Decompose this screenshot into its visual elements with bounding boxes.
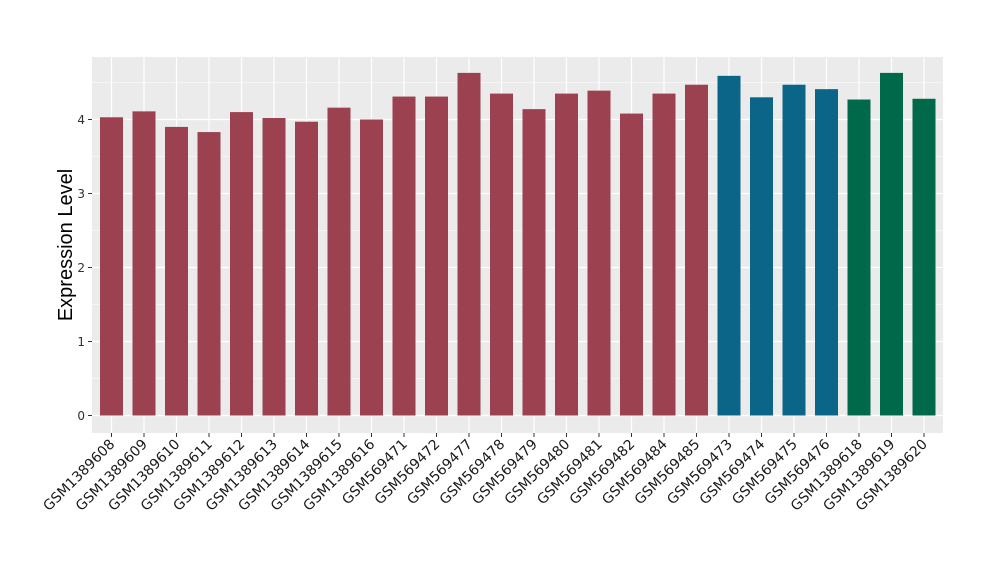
y-axis-title: Expression Level bbox=[55, 169, 77, 321]
bar-GSM569474 bbox=[750, 97, 773, 416]
bar-GSM569480 bbox=[555, 93, 578, 416]
bar-GSM569472 bbox=[425, 96, 448, 416]
y-tick-label: 4 bbox=[77, 113, 85, 127]
bar-GSM1389613 bbox=[262, 118, 286, 416]
y-tick-label: 1 bbox=[77, 335, 85, 349]
bar-GSM569479 bbox=[522, 109, 546, 416]
y-tick-label: 0 bbox=[77, 409, 85, 423]
bar-GSM1389620 bbox=[912, 98, 936, 416]
bar-GSM1389610 bbox=[165, 126, 188, 416]
bar-GSM569477 bbox=[457, 72, 481, 416]
bar-GSM1389619 bbox=[880, 72, 903, 416]
bar-GSM569473 bbox=[717, 75, 741, 416]
y-axis: 0 1 2 3 4 bbox=[77, 113, 92, 423]
bar-GSM569471 bbox=[392, 96, 416, 416]
y-tick-label: 3 bbox=[77, 187, 85, 201]
bar-GSM569478 bbox=[490, 93, 513, 416]
bar-GSM569475 bbox=[782, 84, 806, 416]
bar-GSM569476 bbox=[815, 89, 838, 416]
bar-GSM1389614 bbox=[295, 121, 318, 416]
bar-GSM1389612 bbox=[230, 112, 253, 416]
bar-GSM1389608 bbox=[100, 117, 123, 416]
bar-GSM1389611 bbox=[197, 132, 221, 416]
bars bbox=[100, 72, 936, 416]
bar-GSM569482 bbox=[620, 113, 643, 416]
bar-GSM1389618 bbox=[847, 99, 871, 416]
y-tick-label: 2 bbox=[77, 261, 85, 275]
bar-GSM569484 bbox=[652, 93, 676, 416]
bar-GSM569481 bbox=[587, 90, 611, 416]
bar-GSM1389615 bbox=[327, 107, 351, 416]
bar-GSM569485 bbox=[685, 84, 708, 416]
bar-GSM1389616 bbox=[360, 119, 383, 416]
x-axis: GSM1389608GSM1389609GSM1389610GSM1389611… bbox=[40, 433, 931, 514]
bar-GSM1389609 bbox=[132, 111, 156, 416]
